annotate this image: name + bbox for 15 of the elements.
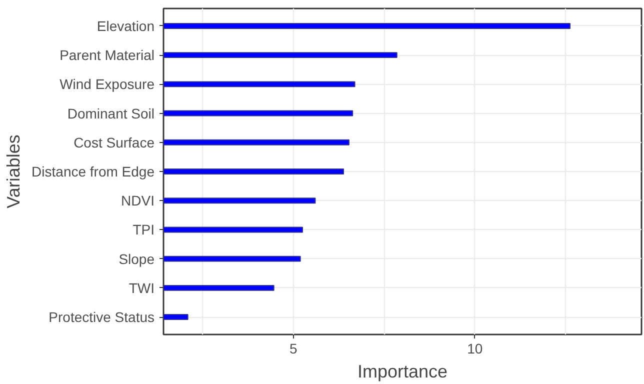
x-tick-label: 10: [467, 340, 483, 356]
y-tick-label: Protective Status: [48, 309, 154, 326]
y-tick-label: Cost Surface: [74, 134, 155, 150]
y-tick-label: Dominant Soil: [67, 105, 155, 122]
y-axis-title: Variables: [4, 134, 24, 208]
y-tick-label: Distance from Edge: [32, 164, 155, 180]
y-tick-label: Slope: [118, 250, 155, 267]
y-tick-label: Elevation: [96, 18, 154, 34]
x-axis-title: Importance: [357, 362, 448, 382]
y-tick-label: NDVI: [121, 192, 155, 209]
y-tick-label: Parent Material: [60, 47, 155, 64]
y-tick-label: TWI: [128, 280, 154, 296]
y-tick-label: Wind Exposure: [60, 76, 155, 92]
y-tick-label: TPI: [132, 222, 154, 238]
x-tick-label: 5: [290, 340, 298, 356]
